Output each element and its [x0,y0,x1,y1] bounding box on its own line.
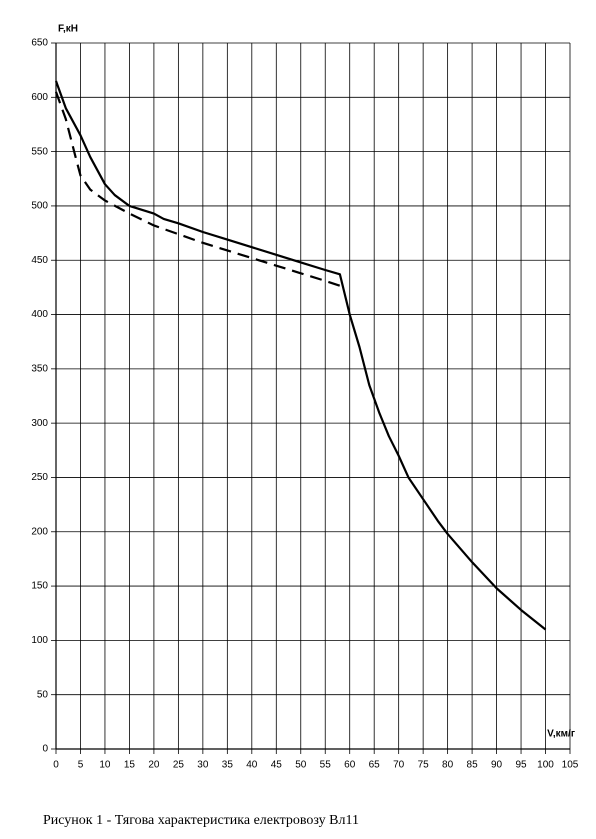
y-tick-label: 400 [31,309,48,320]
x-tick-label: 10 [99,760,111,771]
x-tick-label: 65 [369,760,381,771]
x-tick-label: 70 [393,760,405,771]
x-tick-label: 95 [515,760,527,771]
y-tick-label: 100 [31,635,48,646]
x-tick-label: 105 [562,760,579,771]
x-tick-label: 50 [295,760,307,771]
x-tick-label: 85 [467,760,479,771]
y-tick-label: 0 [42,744,48,755]
x-tick-label: 90 [491,760,503,771]
x-tick-label: 55 [320,760,332,771]
series-line [54,91,346,289]
y-tick-label: 250 [31,472,48,483]
x-tick-label: 30 [197,760,209,771]
x-tick-label: 60 [344,760,356,771]
x-tick-label: 20 [148,760,160,771]
caption: Рисунок 1 - Тягова характеристика електр… [43,813,359,828]
y-tick-label: 500 [31,201,48,212]
x-tick-label: 40 [246,760,258,771]
x-tick-label: 80 [442,760,454,771]
y-tick-label: 150 [31,581,48,592]
x-tick-label: 15 [124,760,136,771]
y-tick-label: 350 [31,363,48,374]
x-tick-label: 25 [173,760,185,771]
x-tick-label: 100 [537,760,554,771]
y-tick-label: 50 [37,689,49,700]
y-axis-title: F,кН [58,24,78,35]
y-tick-label: 550 [31,146,48,157]
x-tick-label: 45 [271,760,283,771]
series-line [54,80,547,631]
x-axis-title: V,км/г [547,729,575,740]
y-tick-label: 600 [31,92,48,103]
x-tick-label: 35 [222,760,234,771]
y-tick-label: 650 [31,38,48,49]
x-tick-label: 5 [78,760,84,771]
x-tick-label: 75 [418,760,430,771]
x-tick-label: 0 [53,760,59,771]
y-tick-label: 300 [31,418,48,429]
y-tick-label: 450 [31,255,48,266]
y-tick-label: 200 [31,526,48,537]
